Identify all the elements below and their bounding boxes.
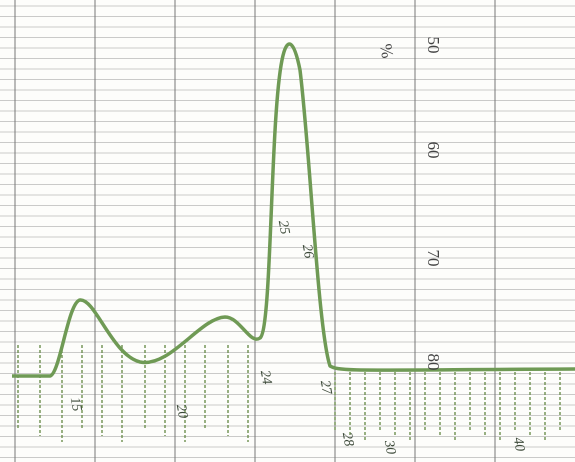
fraction-label: 30 bbox=[381, 438, 398, 455]
fraction-label: 25 bbox=[275, 219, 292, 235]
fraction-label: 26 bbox=[299, 243, 316, 259]
scale-label: 60 bbox=[424, 142, 443, 159]
fraction-label: 20 bbox=[173, 403, 190, 419]
chart-paper: % 50 60 70 80 15 20 24 25 26 27 28 30 40 bbox=[0, 0, 575, 462]
fraction-label: 40 bbox=[510, 436, 527, 452]
scale-label: 50 bbox=[424, 37, 443, 54]
fraction-label: 15 bbox=[67, 396, 84, 412]
fraction-label: 24 bbox=[257, 369, 274, 385]
scale-label: 70 bbox=[424, 250, 443, 267]
fraction-label: 28 bbox=[339, 431, 356, 447]
scale-label: 80 bbox=[424, 354, 443, 371]
